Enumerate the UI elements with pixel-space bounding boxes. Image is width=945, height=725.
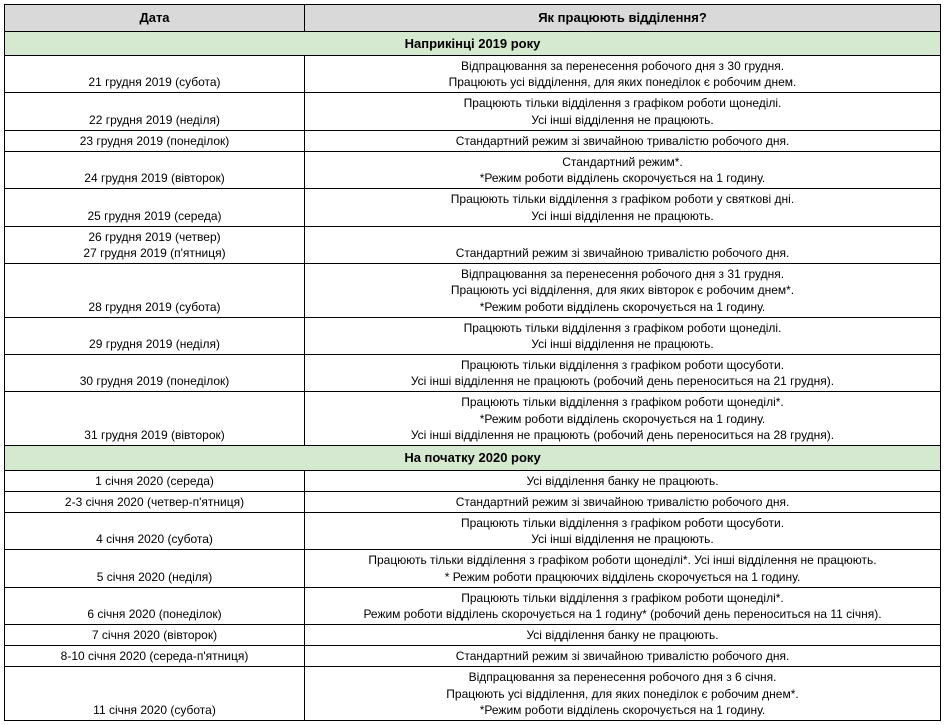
date-cell: 4 січня 2020 (субота): [5, 512, 305, 549]
section-title: Наприкінці 2019 року: [5, 31, 941, 56]
desc-cell: Відпрацювання за перенесення робочого дн…: [305, 56, 941, 93]
date-cell: 5 січня 2020 (неділя): [5, 550, 305, 587]
date-cell: 6 січня 2020 (понеділок): [5, 587, 305, 624]
table-row: 21 грудня 2019 (субота)Відпрацювання за …: [5, 56, 941, 93]
table-row: 2-3 січня 2020 (четвер-п'ятниця)Стандарт…: [5, 491, 941, 512]
date-cell: 7 січня 2020 (вівторок): [5, 625, 305, 646]
desc-cell: Стандартний режим зі звичайною триваліст…: [305, 226, 941, 263]
section-row: На початку 2020 року: [5, 446, 941, 471]
table-row: 25 грудня 2019 (середа)Працюють тільки в…: [5, 189, 941, 226]
date-cell: 23 грудня 2019 (понеділок): [5, 130, 305, 151]
date-cell: 29 грудня 2019 (неділя): [5, 317, 305, 354]
table-row: 23 грудня 2019 (понеділок)Стандартний ре…: [5, 130, 941, 151]
date-cell: 31 грудня 2019 (вівторок): [5, 392, 305, 446]
desc-cell: Працюють тільки відділення з графіком ро…: [305, 392, 941, 446]
table-row: 29 грудня 2019 (неділя)Працюють тільки в…: [5, 317, 941, 354]
date-cell: 1 січня 2020 (середа): [5, 470, 305, 491]
desc-cell: Працюють тільки відділення з графіком ро…: [305, 512, 941, 549]
desc-cell: Відпрацювання за перенесення робочого дн…: [305, 264, 941, 318]
table-row: 5 січня 2020 (неділя)Працюють тільки від…: [5, 550, 941, 587]
section-row: Наприкінці 2019 року: [5, 31, 941, 56]
table-row: 28 грудня 2019 (субота)Відпрацювання за …: [5, 264, 941, 318]
desc-cell: Усі відділення банку не працюють.: [305, 470, 941, 491]
desc-cell: Працюють тільки відділення з графіком ро…: [305, 587, 941, 624]
table-row: 4 січня 2020 (субота)Працюють тільки від…: [5, 512, 941, 549]
header-date: Дата: [5, 5, 305, 32]
table-row: 6 січня 2020 (понеділок)Працюють тільки …: [5, 587, 941, 624]
desc-cell: Стандартний режим зі звичайною триваліст…: [305, 646, 941, 667]
table-row: 30 грудня 2019 (понеділок)Працюють тільк…: [5, 355, 941, 392]
header-desc: Як працюють відділення?: [305, 5, 941, 32]
schedule-table: Дата Як працюють відділення? Наприкінці …: [4, 4, 941, 721]
desc-cell: Працюють тільки відділення з графіком ро…: [305, 550, 941, 587]
desc-cell: Працюють тільки відділення з графіком ро…: [305, 189, 941, 226]
date-cell: 24 грудня 2019 (вівторок): [5, 152, 305, 189]
desc-cell: Стандартний режим*.*Режим роботи відділе…: [305, 152, 941, 189]
desc-cell: Усі відділення банку не працюють.: [305, 625, 941, 646]
date-cell: 8-10 січня 2020 (середа-п'ятниця): [5, 646, 305, 667]
desc-cell: Працюють тільки відділення з графіком ро…: [305, 93, 941, 130]
date-cell: 26 грудня 2019 (четвер)27 грудня 2019 (п…: [5, 226, 305, 263]
section-title: На початку 2020 року: [5, 446, 941, 471]
date-cell: 25 грудня 2019 (середа): [5, 189, 305, 226]
date-cell: 2-3 січня 2020 (четвер-п'ятниця): [5, 491, 305, 512]
table-row: 22 грудня 2019 (неділя)Працюють тільки в…: [5, 93, 941, 130]
table-row: 24 грудня 2019 (вівторок)Стандартний реж…: [5, 152, 941, 189]
header-row: Дата Як працюють відділення?: [5, 5, 941, 32]
desc-cell: Стандартний режим зі звичайною триваліст…: [305, 130, 941, 151]
desc-cell: Стандартний режим зі звичайною триваліст…: [305, 491, 941, 512]
desc-cell: Працюють тільки відділення з графіком ро…: [305, 317, 941, 354]
desc-cell: Працюють тільки відділення з графіком ро…: [305, 355, 941, 392]
table-row: 1 січня 2020 (середа)Усі відділення банк…: [5, 470, 941, 491]
date-cell: 28 грудня 2019 (субота): [5, 264, 305, 318]
table-row: 8-10 січня 2020 (середа-п'ятниця)Стандар…: [5, 646, 941, 667]
date-cell: 30 грудня 2019 (понеділок): [5, 355, 305, 392]
table-row: 7 січня 2020 (вівторок)Усі відділення ба…: [5, 625, 941, 646]
table-row: 26 грудня 2019 (четвер)27 грудня 2019 (п…: [5, 226, 941, 263]
desc-cell: Відпрацювання за перенесення робочого дн…: [305, 667, 941, 721]
date-cell: 22 грудня 2019 (неділя): [5, 93, 305, 130]
date-cell: 11 січня 2020 (субота): [5, 667, 305, 721]
table-row: 11 січня 2020 (субота)Відпрацювання за п…: [5, 667, 941, 721]
table-row: 31 грудня 2019 (вівторок)Працюють тільки…: [5, 392, 941, 446]
date-cell: 21 грудня 2019 (субота): [5, 56, 305, 93]
